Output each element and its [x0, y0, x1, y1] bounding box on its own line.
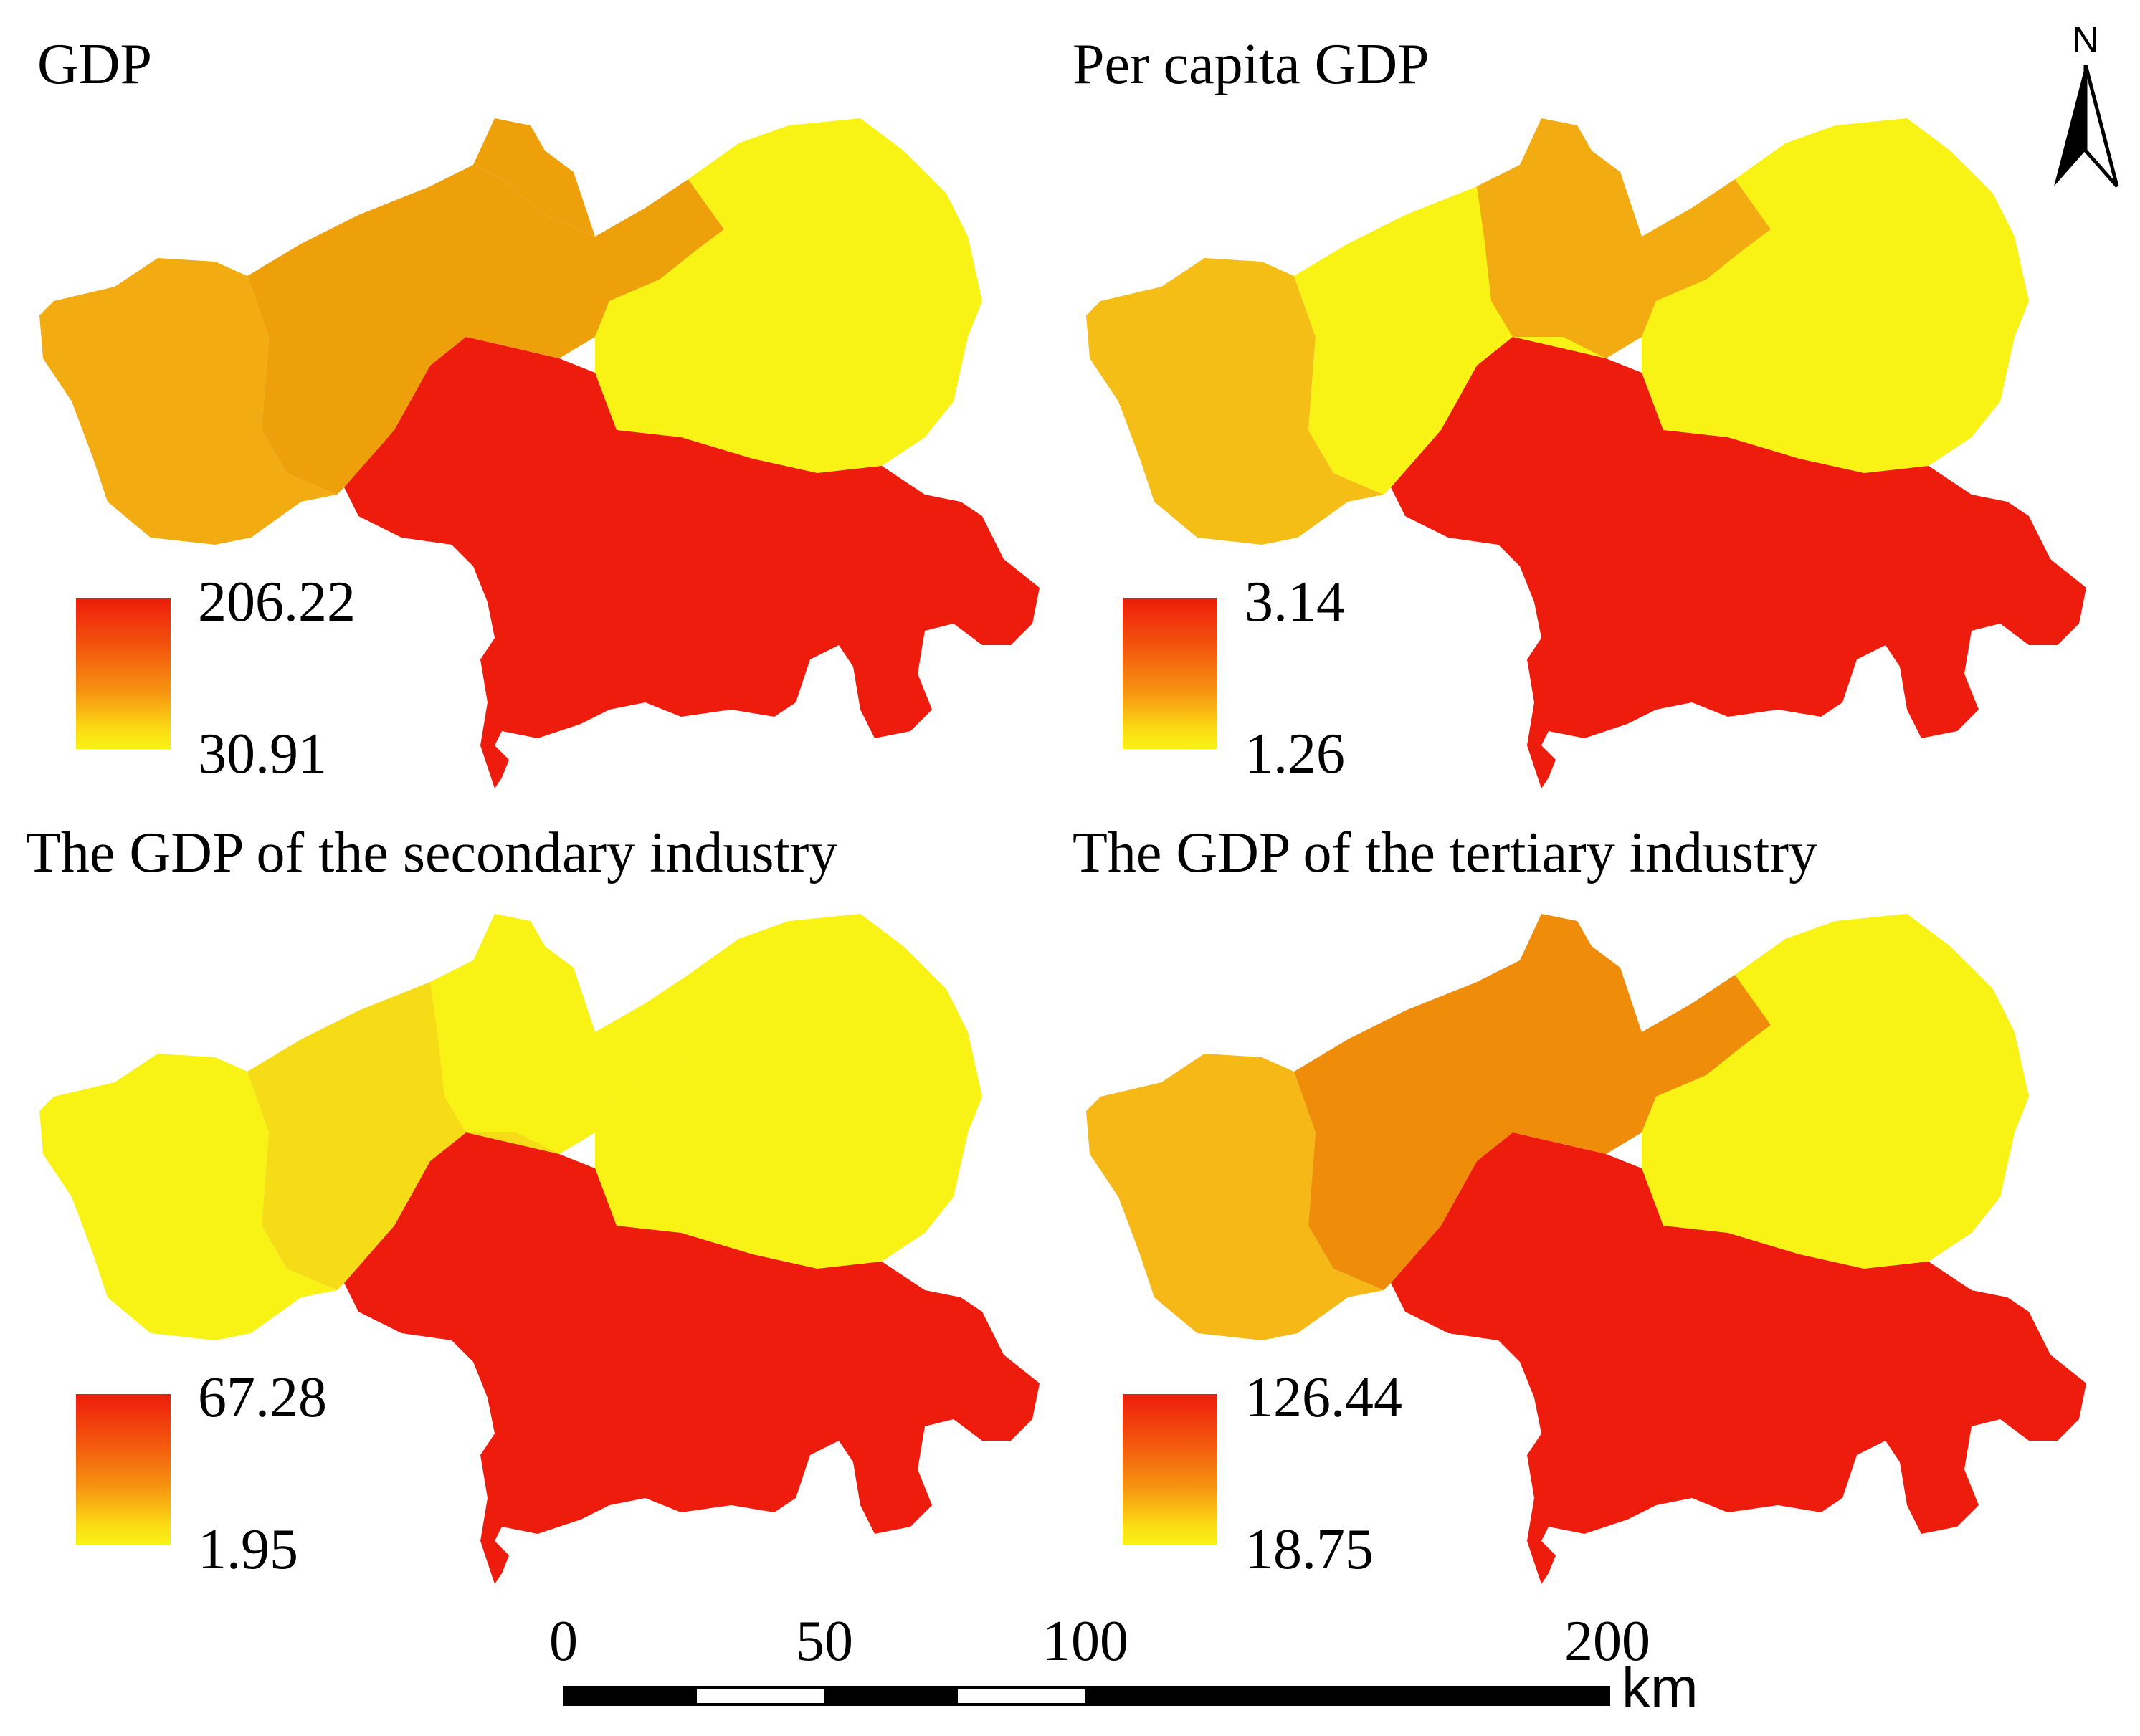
legend-min-value: 1.95 [198, 1518, 298, 1581]
district-west [39, 1054, 337, 1340]
north-label: N [2072, 19, 2099, 61]
district-north [473, 118, 595, 237]
district-south [1391, 337, 2086, 788]
district-map [39, 118, 1040, 788]
scale-segment [824, 1686, 958, 1706]
scale-tick-label: 50 [796, 1610, 853, 1673]
district-south [1391, 1132, 2086, 1584]
legend-colorbar [1123, 1394, 1217, 1545]
scale-bar: 0 50 100 200 [549, 1610, 1650, 1735]
legend-max-value: 67.28 [198, 1366, 327, 1429]
district-south [344, 337, 1040, 788]
district-north [430, 914, 724, 1154]
district-west [1086, 258, 1384, 545]
district-north [1477, 118, 1771, 358]
district-west [39, 258, 337, 545]
district-central [247, 165, 724, 495]
district-south [344, 1132, 1040, 1584]
district-east [595, 914, 982, 1269]
legend-colorbar [76, 1394, 171, 1545]
legend-colorbar [1123, 598, 1217, 749]
scale-tick-label: 200 [1564, 1610, 1650, 1673]
map-panel-per-capita-gdp: Per capita GDP 3.14 1.26 [1047, 0, 2093, 788]
district-map [1086, 914, 2086, 1584]
legend-max-value: 206.22 [198, 571, 356, 634]
map-panel-tertiary-industry: The GDP of the tertiary industry 126.44 … [1047, 796, 2093, 1584]
district-east [1642, 118, 2029, 473]
scale-segment [694, 1686, 827, 1706]
scale-tick-label: 0 [549, 1610, 578, 1673]
legend-min-value: 30.91 [198, 722, 327, 786]
scale-segment [955, 1686, 1088, 1706]
north-arrow: N [2040, 22, 2126, 201]
district-west [1086, 1054, 1384, 1340]
scale-unit: km [1622, 1656, 1698, 1720]
scale-tick-label: 100 [1042, 1610, 1128, 1673]
panel-title: The GDP of the tertiary industry [1073, 821, 1818, 884]
district-map [1086, 118, 2086, 788]
map-panel-gdp: GDP 206.22 30.91 [0, 0, 1047, 788]
north-arrow-icon [2054, 65, 2119, 188]
panel-title: The GDP of the secondary industry [26, 821, 838, 884]
district-east [1642, 914, 2029, 1269]
panel-title: Per capita GDP [1073, 33, 1430, 96]
scale-segment [563, 1686, 697, 1706]
district-east [595, 118, 982, 473]
scale-bar-graphic [563, 1686, 1610, 1706]
legend-max-value: 3.14 [1245, 571, 1345, 634]
legend-min-value: 1.26 [1245, 722, 1345, 786]
legend-colorbar [76, 598, 171, 749]
map-panel-secondary-industry: The GDP of the secondary industry 67.28 … [0, 796, 1047, 1584]
district-north [1477, 914, 1771, 1154]
legend-min-value: 18.75 [1245, 1518, 1374, 1581]
scale-segment [1085, 1686, 1610, 1706]
panel-title: GDP [37, 33, 153, 96]
district-map [39, 914, 1040, 1584]
legend-max-value: 126.44 [1245, 1366, 1402, 1429]
